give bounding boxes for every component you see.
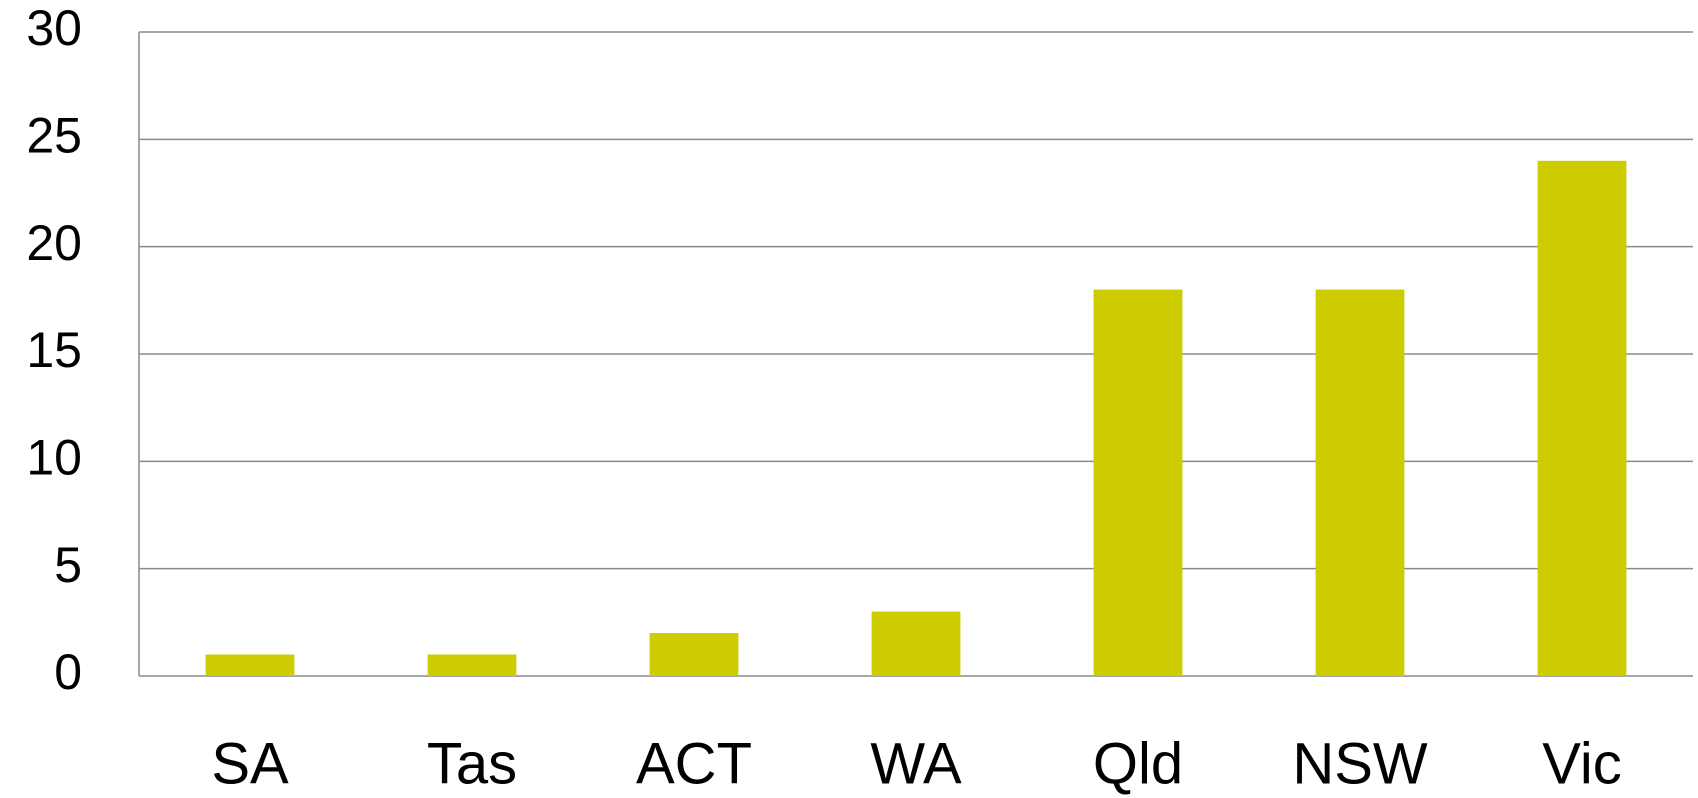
y-tick-label: 25 [26,108,82,164]
y-tick-label: 5 [54,537,82,593]
x-tick-label: NSW [1292,731,1428,796]
bar [205,654,295,676]
y-tick-label: 30 [26,0,82,56]
y-tick-label: 15 [26,322,82,378]
x-tick-label: WA [870,731,962,796]
y-tick-label: 0 [54,644,82,700]
x-tick-label: Vic [1542,731,1622,796]
bar [1537,160,1627,677]
x-tick-label: Tas [427,731,517,796]
y-tick-label: 10 [26,430,82,486]
bar [1093,289,1183,676]
x-tick-label: ACT [636,731,752,796]
y-tick-label: 20 [26,215,82,271]
bar [649,633,739,676]
bar [871,611,961,676]
x-tick-label: SA [211,731,289,796]
bar [427,654,517,676]
bar [1315,289,1405,676]
x-tick-label: Qld [1093,731,1183,796]
